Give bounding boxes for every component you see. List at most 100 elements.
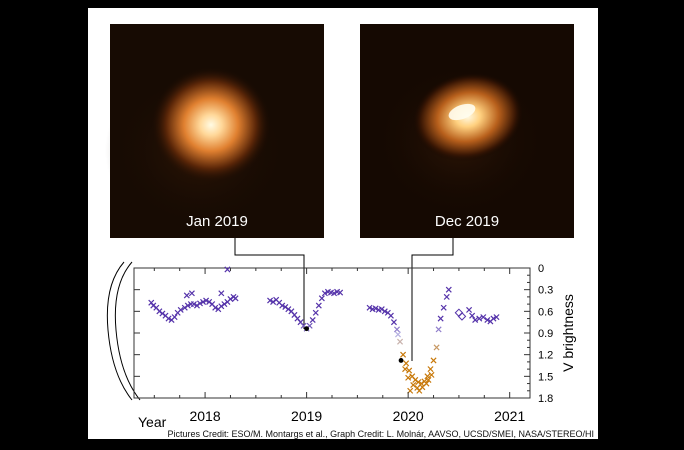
y-tick-label: 1.8 (538, 393, 553, 405)
data-point (416, 387, 423, 394)
data-point (188, 290, 195, 297)
data-point (394, 331, 402, 338)
data-point (414, 384, 421, 391)
y-tick-label: 0.3 (538, 285, 553, 297)
data-point (224, 266, 231, 273)
data-point (279, 302, 286, 309)
highlight-point (304, 326, 310, 332)
data-point (285, 306, 292, 313)
data-point (435, 326, 442, 333)
axis-break-mark (106, 261, 133, 401)
data-point (428, 371, 435, 378)
data-point (378, 306, 385, 313)
x-tick-label: 2020 (393, 408, 424, 424)
data-point (190, 301, 197, 308)
data-point (430, 357, 437, 364)
chart-marks (148, 266, 500, 394)
data-point (232, 295, 239, 302)
data-point (177, 306, 184, 313)
x-tick-label: 2018 (189, 408, 220, 424)
data-point (466, 306, 473, 313)
data-point (372, 305, 379, 312)
data-point (150, 302, 157, 309)
data-point (493, 314, 500, 321)
y-tick-label: 1.5 (538, 371, 553, 383)
data-point (193, 302, 200, 309)
data-point (218, 290, 225, 297)
data-point (331, 290, 338, 297)
data-point (424, 373, 431, 380)
chart-axes: 2018 2019 2020 2021 0 0.3 0.6 0.9 1.2 1.5 1.8 (134, 263, 553, 424)
data-point (227, 296, 234, 303)
data-point (315, 302, 322, 309)
data-point (425, 376, 432, 383)
y-tick-label: 1.2 (538, 350, 553, 362)
connector-dec-2019 (411, 238, 454, 361)
x-tick-label: 2019 (291, 408, 322, 424)
data-point (440, 304, 447, 311)
data-point (415, 379, 422, 386)
data-point (218, 303, 225, 310)
y-tick-label: 0.6 (538, 306, 553, 318)
y-tick-label: 0.9 (538, 328, 553, 340)
data-point (476, 315, 483, 322)
image-label-dec-2019: Dec 2019 (435, 213, 499, 230)
data-point (402, 366, 409, 373)
data-point (282, 303, 289, 311)
data-point (405, 374, 412, 381)
data-point (165, 315, 172, 322)
data-point (393, 326, 401, 333)
connector-jan-2019 (234, 238, 305, 329)
data-point (203, 297, 210, 304)
data-point (337, 289, 344, 296)
data-point (484, 316, 491, 324)
data-point (437, 315, 444, 322)
data-point (159, 310, 166, 317)
data-point (406, 367, 413, 374)
data-point (480, 314, 487, 321)
data-point (423, 380, 430, 387)
data-point (469, 312, 476, 319)
data-point (200, 298, 207, 305)
data-point (472, 316, 479, 324)
data-point (321, 290, 328, 297)
highlight-point (398, 358, 404, 363)
axis-break-mark-2 (114, 261, 141, 401)
data-point (403, 360, 410, 367)
star-image-jan-2019: Jan 2019 (105, 24, 324, 238)
data-point (427, 366, 434, 373)
data-point (443, 293, 450, 300)
data-point (309, 316, 316, 324)
data-point (457, 312, 467, 321)
data-point (397, 338, 404, 345)
data-point (181, 304, 188, 311)
data-point (206, 298, 213, 305)
image-label-jan-2019: Jan 2019 (186, 213, 248, 230)
data-point (312, 309, 319, 316)
data-point (366, 304, 373, 311)
data-point (212, 304, 219, 311)
data-point (171, 314, 178, 321)
data-point (270, 298, 277, 305)
data-point (433, 344, 440, 351)
data-point (184, 302, 191, 309)
star-image-dec-2019: Dec 2019 (360, 24, 574, 238)
data-point (390, 319, 397, 326)
data-point (412, 376, 419, 383)
data-point (490, 315, 497, 322)
data-point (183, 292, 190, 299)
y-tick-label: 0 (538, 263, 544, 275)
data-point (221, 301, 228, 308)
data-point (445, 286, 452, 293)
data-point (196, 300, 204, 307)
data-point (400, 351, 407, 358)
x-axis-label: Year (138, 414, 167, 430)
data-point (410, 381, 417, 389)
data-point (156, 308, 163, 315)
x-tick-label: 2021 (494, 408, 525, 424)
data-point (148, 299, 155, 306)
data-point (267, 297, 274, 304)
y-axis-label: V brightness (560, 294, 576, 372)
